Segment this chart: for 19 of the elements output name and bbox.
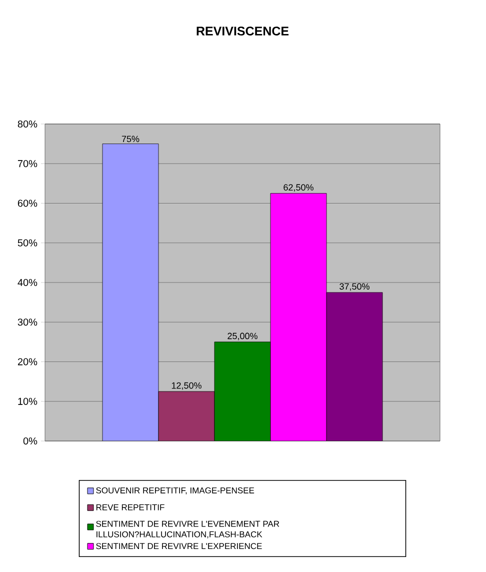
y-tick-label: 70% [18, 160, 38, 168]
y-tick-label: 10% [18, 398, 38, 405]
y-tick-label: 40% [18, 278, 38, 286]
legend-label: SENTIMENT DE REVIVRE L'EVENEMENT PAR ILLUSION?HALLUCINATION,FLASH-BACK [96, 520, 280, 538]
data-label: 25,00% [228, 332, 258, 340]
data-label: 12,50% [172, 382, 202, 390]
chart-title: REVIVISCENCE [196, 26, 289, 36]
legend-label: SOUVENIR REPETITIF, IMAGE-PENSEE [96, 487, 254, 494]
legend-label: SENTIMENT DE REVIVRE L'EXPERIENCE [96, 543, 262, 550]
data-label: 62,50% [284, 184, 314, 192]
y-tick-label: 80% [18, 120, 38, 128]
y-tick-label: 20% [18, 358, 38, 366]
y-tick-label: 60% [18, 200, 38, 207]
y-tick-label: 0% [23, 437, 38, 445]
y-tick-label: 50% [18, 239, 38, 246]
legend-label: REVE REPETITIF [96, 504, 164, 510]
data-label: 37,50% [340, 283, 370, 291]
y-tick-label: 30% [18, 318, 38, 326]
data-label: 75% [122, 136, 140, 142]
